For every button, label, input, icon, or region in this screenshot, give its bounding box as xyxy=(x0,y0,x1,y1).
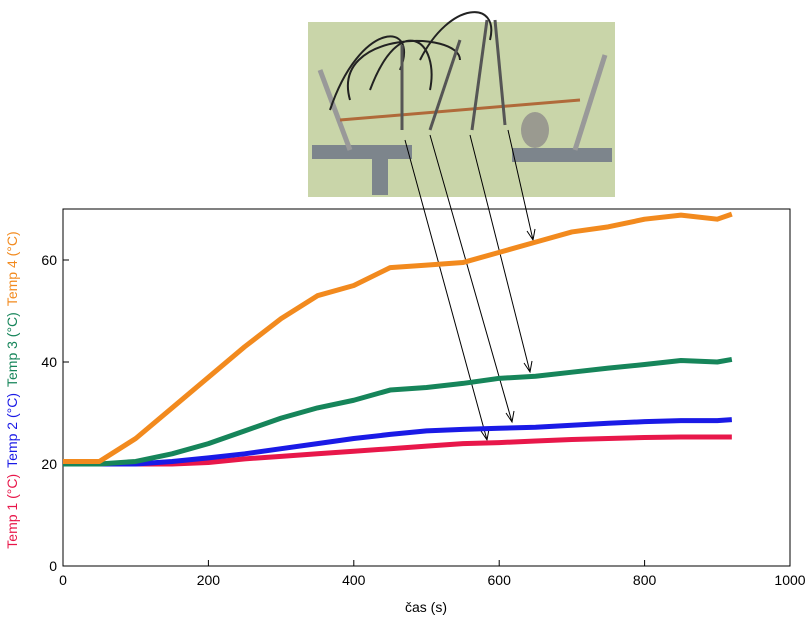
y-tick-label: 40 xyxy=(41,354,57,370)
arrows xyxy=(404,129,536,442)
x-tick-label: 0 xyxy=(59,572,67,588)
legend-entry: Temp 1 (°C) xyxy=(4,474,20,549)
apparatus-photo xyxy=(308,11,615,197)
y-tick-label: 60 xyxy=(41,252,57,268)
x-tick-label: 600 xyxy=(488,572,512,588)
plot-frame xyxy=(62,208,791,567)
series-line xyxy=(63,211,733,464)
x-tick-label: 800 xyxy=(633,572,657,588)
legend-entry: Temp 3 (°C) xyxy=(4,312,20,387)
series-line xyxy=(63,356,733,467)
y-tick-label: 20 xyxy=(41,456,57,472)
legend-entry: Temp 2 (°C) xyxy=(4,393,20,468)
series-line xyxy=(63,417,733,467)
series-line xyxy=(63,434,732,467)
x-axis-label: čas (s) xyxy=(405,599,447,615)
legend-entry: Temp 4 (°C) xyxy=(4,231,20,306)
x-tick-label: 1000 xyxy=(774,572,805,588)
y-tick-label: 0 xyxy=(49,558,57,574)
y-axis-label: Temp 1 (°C) Temp 2 (°C) Temp 3 (°C) Temp 4 … xyxy=(4,231,20,548)
x-tick-label: 200 xyxy=(197,572,221,588)
x-tick-label: 400 xyxy=(342,572,366,588)
